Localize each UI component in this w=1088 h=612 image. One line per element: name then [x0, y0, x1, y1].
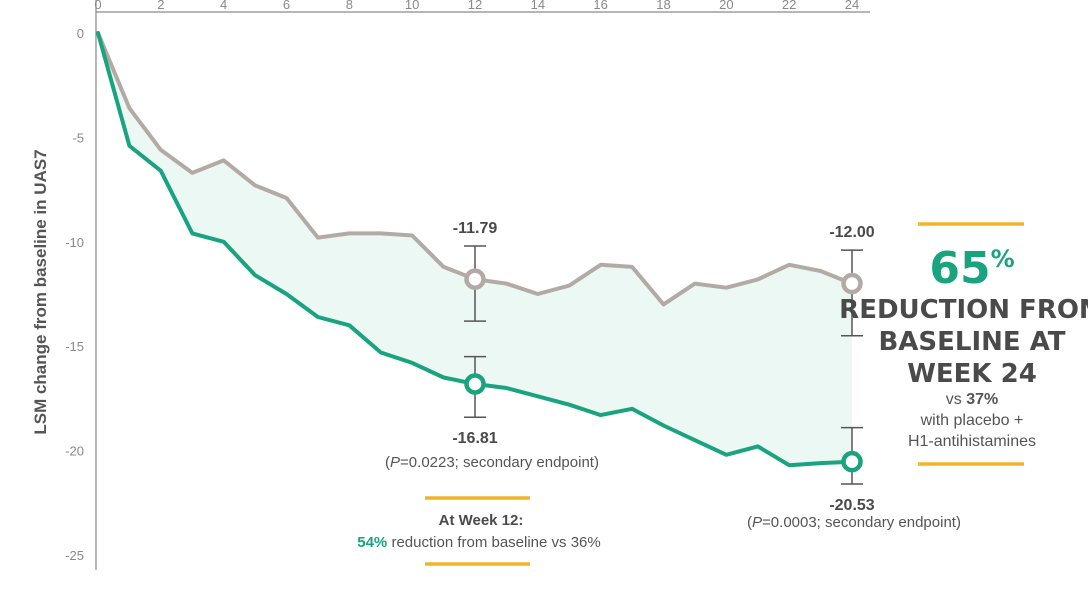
y-tick-label: -20 — [65, 444, 84, 459]
week12-text: 54% reduction from baseline vs 36% — [357, 534, 600, 551]
callout-vs: vs 37% — [946, 391, 998, 408]
x-tick-label: 24 — [845, 0, 859, 12]
data-point-marker — [841, 450, 863, 473]
markers — [464, 268, 863, 473]
data-label: -12.00 — [829, 224, 874, 241]
data-label: -11.79 — [453, 220, 498, 237]
x-tick-label: 14 — [531, 0, 545, 12]
callout-percent: 65% — [929, 243, 1014, 294]
axes: 0 2 4 6 8 10 12 14 16 18 20 22 240-5-10-15-20-25 — [65, 0, 870, 570]
y-axis-label: LSM change from baseline in UAS7 — [31, 149, 50, 434]
data-point-marker — [464, 268, 486, 290]
x-tick-label: 18 — [656, 0, 670, 12]
x-tick-label: 16 — [593, 0, 607, 12]
callout-line2: BASELINE AT — [878, 327, 1065, 357]
difference-area — [98, 33, 852, 466]
data-label: -20.53 — [829, 497, 874, 514]
x-tick-label: 10 — [405, 0, 419, 12]
y-tick-label: -25 — [65, 548, 84, 563]
y-tick-label: -15 — [65, 339, 84, 354]
data-point-marker — [464, 373, 486, 395]
x-tick-label: 8 — [346, 0, 353, 12]
week12-heading: At Week 12: — [439, 512, 524, 529]
data-point-marker — [841, 272, 863, 295]
y-tick-label: -10 — [65, 235, 84, 250]
x-tick-label: 2 — [157, 0, 164, 12]
x-tick-label: 22 — [782, 0, 796, 12]
callout-line6: H1-antihistamines — [908, 433, 1036, 450]
p-value-week12: (P=0.0223; secondary endpoint) — [385, 454, 599, 471]
callout-line1: REDUCTION FROM — [839, 295, 1088, 325]
value-labels: -16.81 -20.53 -11.79 -12.00 — [452, 220, 874, 514]
x-tick-label: 20 — [719, 0, 733, 12]
x-tick-label: 0 — [94, 0, 101, 12]
y-tick-label: 0 — [77, 26, 84, 41]
x-tick-label: 6 — [283, 0, 290, 12]
y-tick-label: -5 — [72, 130, 84, 145]
data-label: -16.81 — [452, 430, 497, 447]
callout-line5: with placebo + — [920, 412, 1024, 429]
x-tick-label: 12 — [468, 0, 482, 12]
callout-line3: WEEK 24 — [907, 359, 1037, 389]
x-tick-label: 4 — [220, 0, 227, 12]
p-value-week24: (P=0.0003; secondary endpoint) — [747, 514, 961, 531]
